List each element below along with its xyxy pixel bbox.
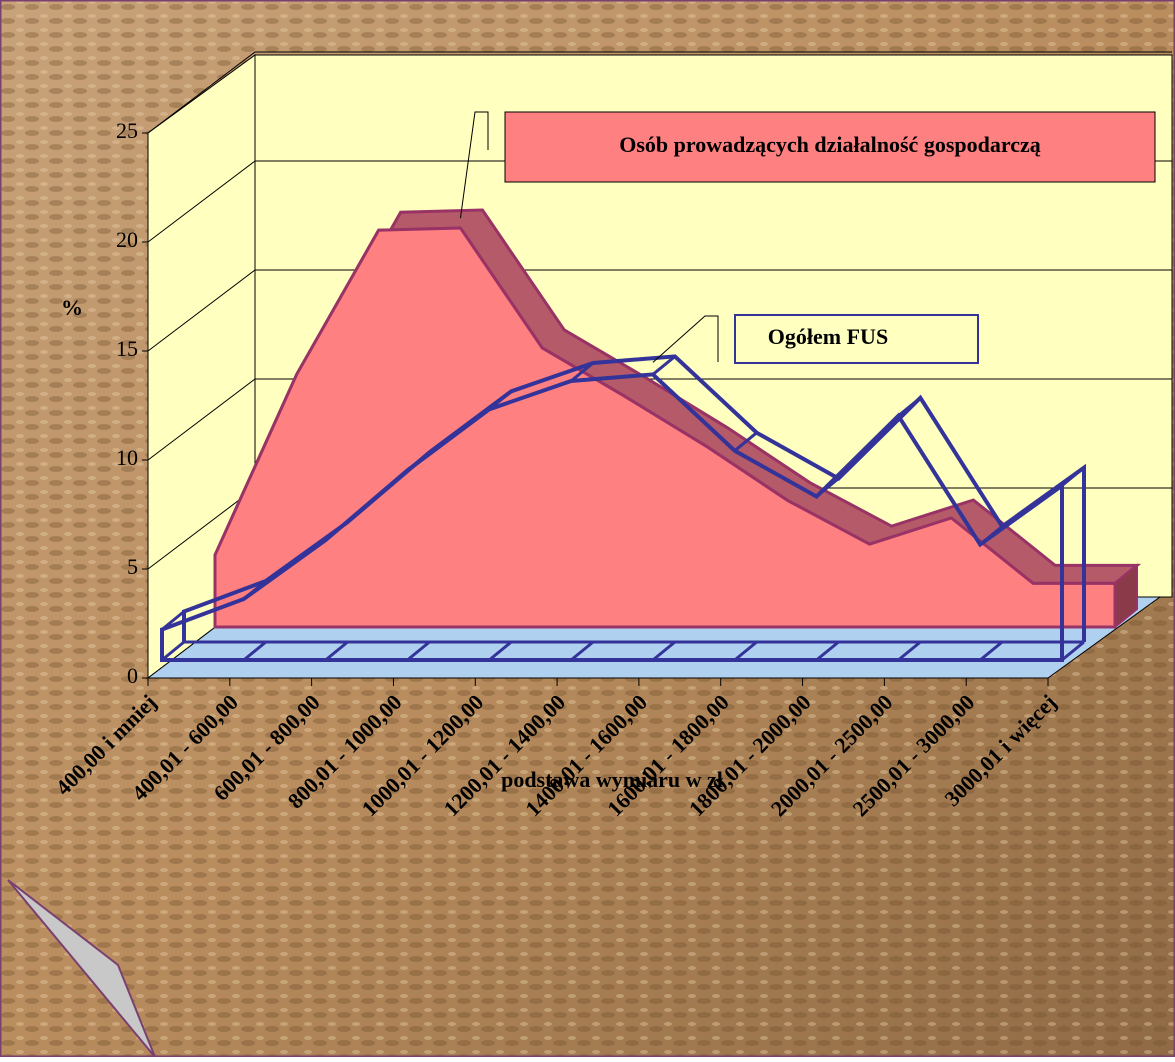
area-depth-edge (651, 355, 676, 376)
floor-edge (979, 640, 1004, 662)
floor-edge (651, 640, 676, 662)
legend-box (734, 314, 979, 364)
y-tick-label: 0 (127, 663, 138, 688)
legend-label: Osób prowadzących działalność gospodarcz… (619, 132, 1041, 157)
y-tick-label: 15 (116, 336, 138, 361)
area-depth-edge (1061, 466, 1085, 487)
grid-line (147, 378, 1172, 461)
floor-edge (733, 640, 758, 662)
x-axis-title: podstawa wymiaru w zł (501, 767, 723, 792)
floor-edge (815, 640, 840, 662)
series-area (160, 354, 1086, 662)
y-tick-label: 10 (116, 445, 138, 470)
page-curl (7, 879, 156, 1058)
leader-line (459, 111, 489, 219)
floor-edge (488, 640, 513, 662)
floor-edge (324, 640, 349, 662)
floor-edge (406, 640, 431, 662)
floor-edge (161, 640, 185, 662)
y-tick-label: 5 (127, 554, 138, 579)
floor-edge (570, 640, 595, 662)
floor-edge (897, 640, 922, 662)
area-front-outline (160, 372, 1064, 662)
area-depth-edge (733, 431, 758, 452)
grid-line (147, 51, 1172, 134)
grid-line (147, 269, 1172, 352)
y-tick-label: 25 (116, 118, 138, 143)
leader-line (652, 315, 719, 363)
legend-label: Ogółem FUS (768, 324, 888, 349)
y-tick-label: 20 (116, 227, 138, 252)
area-depth-edge (897, 396, 922, 418)
legend-box (504, 111, 1156, 183)
area-front (213, 226, 1117, 629)
floor-edge (1061, 640, 1085, 662)
floor-edge (242, 640, 267, 662)
area-depth-edge (570, 361, 595, 383)
y-axis-title: % (61, 295, 83, 320)
